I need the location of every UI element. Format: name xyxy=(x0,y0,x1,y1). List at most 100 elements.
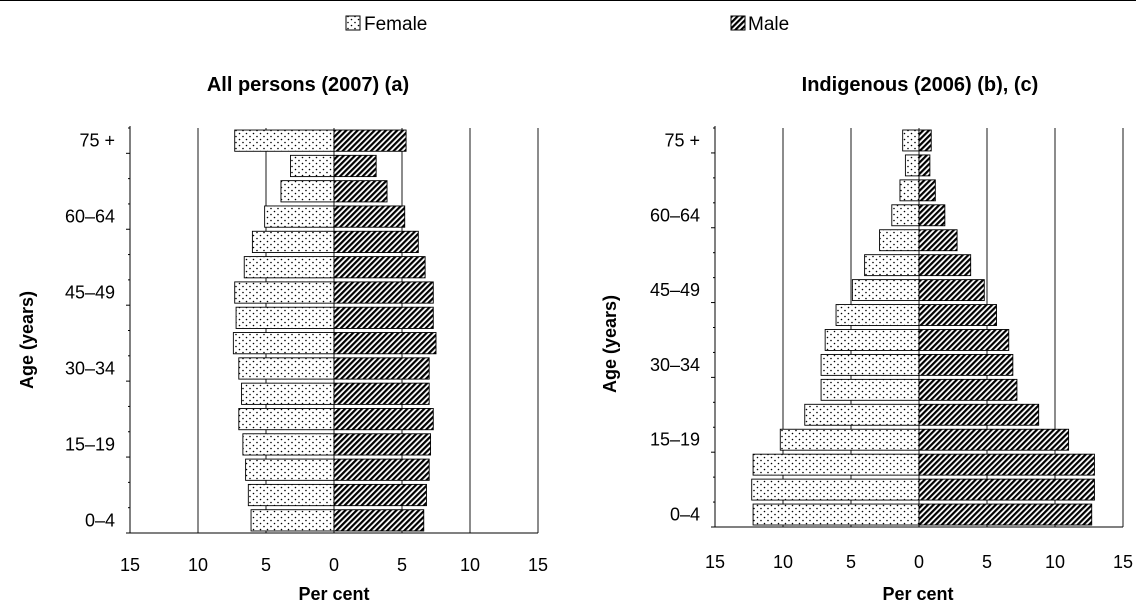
bar-male xyxy=(918,403,1040,426)
bar-female xyxy=(864,254,920,277)
bar-female xyxy=(250,509,335,532)
bar-male xyxy=(918,378,1018,401)
bar-male xyxy=(333,205,406,228)
bar-female xyxy=(820,353,920,376)
x-tick-label: 5 xyxy=(982,552,992,572)
y-tick-label: 30–34 xyxy=(65,358,115,378)
bar-female xyxy=(820,378,920,401)
legend-swatch-female xyxy=(345,15,361,31)
x-tick-label: 0 xyxy=(914,552,924,572)
bar-male xyxy=(918,428,1070,451)
bar-female xyxy=(751,478,920,501)
bar-female xyxy=(243,256,335,279)
bar-male xyxy=(333,332,437,355)
x-tick-label: 10 xyxy=(773,552,793,572)
bar-male xyxy=(333,382,430,405)
bar-female xyxy=(899,179,920,202)
chart-panel-indigenous: 0–4 15–19 30–34 45–49 60–64 75 + 15 10 5 0 5 10 15 In… xyxy=(600,74,1133,603)
chart-title: All persons (2007) (a) xyxy=(207,74,409,96)
bar-female xyxy=(902,129,920,152)
bar-male xyxy=(918,254,972,277)
bar-male xyxy=(333,509,425,532)
x-tick-label: 15 xyxy=(705,552,725,572)
bar-male xyxy=(333,180,388,203)
y-tick-label: 75 + xyxy=(79,131,115,151)
bar-male xyxy=(918,279,985,302)
bar-male xyxy=(918,304,997,326)
bar-female xyxy=(232,332,335,355)
bar-female xyxy=(242,433,335,456)
bar-male xyxy=(918,129,932,152)
bar-female xyxy=(290,154,335,178)
bar-male xyxy=(918,478,1095,501)
y-tick-label: 75 + xyxy=(664,130,700,150)
bar-female xyxy=(245,458,335,481)
legend-swatch-male xyxy=(730,15,746,31)
bar-female xyxy=(851,279,920,302)
y-tick-label: 45–49 xyxy=(650,280,700,300)
bar-female xyxy=(234,281,335,304)
bar-female xyxy=(234,129,335,152)
bar-male xyxy=(918,229,958,252)
y-axis-title: Age (years) xyxy=(600,295,620,393)
legend-label-female: Female xyxy=(364,14,427,35)
bar-male xyxy=(333,154,377,178)
x-tick-label: 15 xyxy=(1113,552,1133,572)
bar-female xyxy=(235,306,335,329)
bar-female xyxy=(752,453,920,476)
bar-female xyxy=(264,205,335,228)
bar-male xyxy=(918,179,936,202)
x-tick-label: 15 xyxy=(120,555,140,575)
bar-male xyxy=(333,483,427,507)
legend: Female Male xyxy=(345,14,789,35)
bar-male xyxy=(918,453,1095,476)
y-tick-label: 60–64 xyxy=(65,207,115,227)
bar-female xyxy=(891,204,920,227)
bar-male xyxy=(333,357,430,380)
x-tick-label: 5 xyxy=(397,555,407,575)
top-rule xyxy=(0,0,1136,1)
bar-male xyxy=(333,458,430,481)
chart-title: Indigenous (2006) (b), (c) xyxy=(802,74,1039,96)
y-tick-label: 60–64 xyxy=(650,205,700,225)
bar-female xyxy=(280,180,335,203)
x-tick-label: 15 xyxy=(528,555,548,575)
bar-female xyxy=(251,230,335,253)
y-tick-label: 15–19 xyxy=(65,434,115,454)
bar-female xyxy=(879,229,920,252)
bar-female xyxy=(804,403,920,426)
x-tick-label: 10 xyxy=(1045,552,1065,572)
bar-male xyxy=(918,154,931,177)
bar-male xyxy=(333,306,434,329)
bar-female xyxy=(238,357,335,380)
bar-female xyxy=(835,304,920,326)
y-tick-label: 45–49 xyxy=(65,283,115,303)
y-axis-title: Age (years) xyxy=(17,291,37,389)
x-tick-label: 10 xyxy=(188,555,208,575)
chart-panel-all-persons: 0–4 15–19 30–34 45–49 60–64 75 + 15 10 5 0 5 10 15 Al… xyxy=(17,74,548,603)
bar-male xyxy=(333,230,419,253)
bar-male xyxy=(918,329,1010,351)
x-tick-label: 5 xyxy=(846,552,856,572)
bar-male xyxy=(333,256,426,279)
bar-male xyxy=(333,433,432,456)
bar-female xyxy=(238,408,335,431)
bar-male xyxy=(918,204,946,227)
bar-female xyxy=(752,503,920,526)
bar-male xyxy=(333,281,434,304)
x-tick-label: 10 xyxy=(460,555,480,575)
bar-female xyxy=(824,329,920,351)
bar-female xyxy=(779,428,920,451)
bar-female xyxy=(247,483,335,507)
bar-female xyxy=(241,382,335,405)
y-tick-label: 15–19 xyxy=(650,430,700,450)
legend-label-male: Male xyxy=(748,14,789,35)
y-tick-label: 30–34 xyxy=(650,355,700,375)
bar-female xyxy=(904,154,920,177)
bar-male xyxy=(918,503,1093,526)
x-axis-title: Per cent xyxy=(298,584,369,603)
y-tick-label: 0–4 xyxy=(85,510,115,530)
x-tick-label: 0 xyxy=(329,555,339,575)
bar-male xyxy=(918,353,1014,376)
